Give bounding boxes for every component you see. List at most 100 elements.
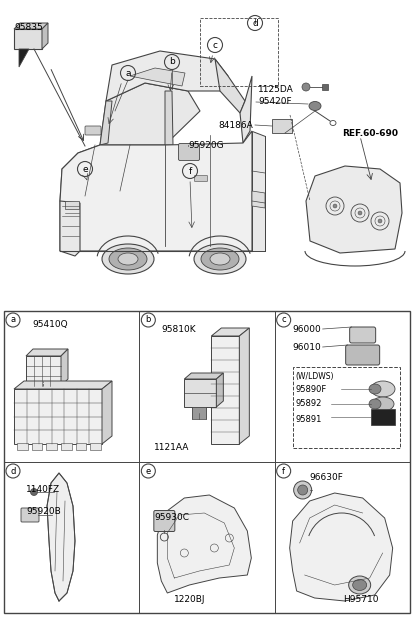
Text: 96630F: 96630F	[309, 473, 343, 483]
Text: 96010: 96010	[292, 343, 320, 351]
Circle shape	[377, 219, 381, 223]
Text: H95710: H95710	[342, 594, 377, 604]
Polygon shape	[214, 59, 244, 113]
Ellipse shape	[370, 381, 394, 397]
Polygon shape	[184, 379, 216, 407]
Text: (W/LDWS): (W/LDWS)	[295, 371, 333, 381]
Polygon shape	[157, 495, 251, 593]
Text: 95930C: 95930C	[154, 512, 189, 522]
Polygon shape	[19, 49, 29, 67]
Ellipse shape	[201, 248, 238, 270]
FancyBboxPatch shape	[349, 327, 375, 343]
Text: 1220BJ: 1220BJ	[174, 594, 205, 604]
Circle shape	[301, 83, 309, 91]
Circle shape	[293, 481, 311, 499]
Polygon shape	[60, 201, 80, 256]
Bar	[76, 443, 86, 450]
Bar	[192, 407, 206, 419]
Polygon shape	[47, 473, 75, 601]
Ellipse shape	[348, 576, 370, 594]
FancyBboxPatch shape	[178, 143, 199, 160]
Text: 95810K: 95810K	[161, 325, 195, 333]
Polygon shape	[211, 336, 239, 444]
Polygon shape	[100, 83, 199, 145]
Text: 1140FZ: 1140FZ	[26, 486, 60, 494]
Ellipse shape	[308, 101, 320, 111]
Text: 95410Q: 95410Q	[32, 320, 67, 330]
Text: d: d	[10, 466, 16, 476]
Ellipse shape	[368, 399, 380, 409]
FancyBboxPatch shape	[85, 126, 101, 135]
Circle shape	[31, 489, 38, 496]
Text: b: b	[169, 58, 174, 66]
Bar	[46, 443, 57, 450]
Text: 95920G: 95920G	[188, 142, 223, 150]
Bar	[199, 18, 277, 86]
Text: 95835: 95835	[14, 24, 43, 32]
Polygon shape	[14, 29, 42, 49]
Polygon shape	[42, 23, 48, 49]
Polygon shape	[26, 356, 61, 386]
Text: c: c	[212, 40, 217, 50]
Polygon shape	[100, 101, 112, 145]
Text: f: f	[282, 466, 285, 476]
FancyBboxPatch shape	[271, 119, 291, 133]
Text: REF.60-690: REF.60-690	[341, 129, 397, 137]
FancyBboxPatch shape	[194, 176, 207, 181]
Polygon shape	[240, 76, 252, 143]
Text: 95892: 95892	[295, 399, 321, 409]
Polygon shape	[14, 23, 48, 29]
Circle shape	[297, 485, 307, 495]
Text: 1125DA: 1125DA	[257, 84, 293, 94]
Polygon shape	[65, 201, 79, 209]
Text: d: d	[252, 19, 257, 27]
Ellipse shape	[194, 244, 245, 274]
Circle shape	[357, 211, 361, 215]
FancyBboxPatch shape	[154, 510, 174, 532]
Text: 95891: 95891	[295, 414, 321, 424]
Polygon shape	[130, 68, 185, 86]
Ellipse shape	[109, 248, 147, 270]
Ellipse shape	[118, 253, 138, 265]
Bar	[31, 443, 42, 450]
Polygon shape	[60, 131, 252, 251]
Polygon shape	[61, 349, 68, 386]
Text: 1121AA: 1121AA	[154, 443, 189, 451]
Text: f: f	[188, 166, 191, 176]
Circle shape	[332, 204, 336, 208]
Polygon shape	[239, 328, 249, 444]
Polygon shape	[106, 51, 228, 101]
Polygon shape	[305, 166, 401, 253]
Bar	[370, 409, 394, 425]
Text: 95920B: 95920B	[26, 507, 61, 517]
Text: 95420F: 95420F	[257, 97, 291, 106]
Text: e: e	[82, 165, 88, 173]
Bar	[17, 443, 28, 450]
Ellipse shape	[352, 579, 366, 591]
Bar	[4, 311, 409, 613]
Ellipse shape	[371, 397, 393, 411]
Bar	[61, 443, 71, 450]
Polygon shape	[252, 191, 264, 208]
Bar	[292, 367, 399, 448]
Polygon shape	[26, 349, 68, 356]
Text: a: a	[125, 68, 131, 78]
Ellipse shape	[102, 244, 154, 274]
Text: e: e	[145, 466, 151, 476]
Ellipse shape	[209, 253, 230, 265]
FancyBboxPatch shape	[21, 508, 39, 522]
FancyBboxPatch shape	[345, 345, 379, 365]
Bar	[90, 443, 101, 450]
FancyBboxPatch shape	[321, 84, 327, 90]
Text: c: c	[281, 315, 285, 325]
Text: 95890F: 95890F	[295, 384, 326, 394]
Polygon shape	[289, 493, 392, 601]
Ellipse shape	[368, 384, 380, 394]
Polygon shape	[14, 389, 102, 444]
Polygon shape	[165, 91, 173, 145]
Text: b: b	[145, 315, 151, 325]
Polygon shape	[216, 373, 223, 407]
Polygon shape	[184, 373, 223, 379]
Text: 84186A: 84186A	[218, 120, 252, 130]
Polygon shape	[211, 328, 249, 336]
